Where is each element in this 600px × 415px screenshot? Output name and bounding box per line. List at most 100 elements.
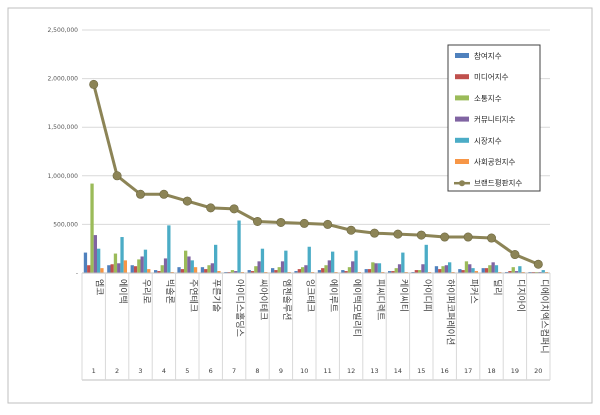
bar-3-13 [371, 262, 375, 273]
category-label: 아이디피 [421, 279, 432, 312]
rank-label: 3 [138, 367, 142, 375]
bar-1-16 [434, 266, 439, 273]
bar-5-19 [518, 266, 522, 273]
brand-index-point-12 [346, 225, 356, 235]
y-tick-label: - [76, 270, 78, 277]
category-label: 하이퍼코퍼레이션 [445, 279, 456, 345]
category-label: 에이텍모빌리티 [351, 279, 362, 337]
rank-label: 2 [115, 367, 119, 375]
bar-5-11 [331, 251, 335, 273]
legend-label: 브랜드평판지수 [474, 178, 522, 188]
brand-index-point-18 [486, 233, 496, 243]
bar-4-19 [514, 271, 519, 273]
legend-label: 사회공헌지수 [474, 158, 515, 167]
rank-label: 15 [417, 367, 425, 375]
bar-1-4 [154, 270, 158, 273]
category-label: 케이씨티 [398, 279, 409, 312]
bar-3-14 [394, 268, 398, 273]
bar-4-6 [210, 263, 214, 273]
rank-label: 13 [370, 367, 378, 375]
bar-4-16 [444, 265, 448, 273]
bar-3-12 [347, 267, 352, 273]
bar-2-11 [321, 268, 325, 273]
bar-1-14 [388, 271, 392, 273]
legend-swatch [455, 74, 469, 80]
legend-swatch [455, 159, 469, 164]
bar-2-18 [484, 268, 489, 273]
bar-6-3 [147, 269, 151, 273]
bar-1-6 [200, 267, 205, 273]
bar-3-8 [254, 266, 258, 273]
rank-label: 17 [464, 367, 472, 375]
brand-index-point-19 [510, 250, 520, 260]
legend-line-marker [459, 180, 465, 187]
bar-3-10 [301, 267, 305, 273]
category-label: 딜리 [492, 279, 504, 296]
bar-1-13 [364, 269, 368, 273]
legend-label: 소통지수 [474, 94, 502, 103]
bar-1-2 [107, 265, 111, 273]
y-tick-label: 1,000,000 [47, 173, 78, 180]
bar-4-11 [327, 260, 331, 273]
bar-3-1 [90, 183, 94, 273]
brand-index-point-20 [533, 259, 543, 269]
bar-5-6 [214, 244, 218, 273]
bar-5-5 [190, 260, 194, 273]
bar-3-9 [277, 267, 281, 273]
bar-6-6 [217, 271, 221, 273]
rank-label: 18 [487, 367, 495, 375]
bar-5-4 [167, 225, 171, 273]
bar-6-1 [100, 268, 104, 273]
bar-5-13 [377, 263, 382, 273]
rank-label: 4 [162, 367, 166, 375]
brand-index-point-8 [253, 216, 263, 226]
rank-label: 19 [511, 367, 519, 375]
brand-index-point-3 [136, 189, 146, 199]
y-tick-label: 2,500,000 [47, 27, 78, 34]
brand-index-point-6 [206, 203, 216, 213]
bar-3-15 [418, 270, 422, 273]
bar-2-5 [180, 269, 184, 273]
brand-index-point-1 [89, 79, 99, 89]
bar-3-2 [113, 253, 118, 273]
bar-3-6 [207, 265, 211, 273]
bar-2-2 [110, 264, 114, 273]
bar-2-3 [133, 266, 138, 273]
rank-label: 1 [92, 367, 96, 375]
rank-label: 11 [324, 367, 332, 375]
bar-1-17 [458, 269, 462, 273]
brand-index-point-7 [229, 204, 239, 214]
bar-2-19 [508, 271, 512, 273]
rank-label: 7 [232, 367, 236, 375]
bar-2-9 [274, 270, 278, 273]
rank-label: 5 [185, 367, 189, 375]
bar-1-12 [341, 270, 345, 273]
bar-5-3 [143, 249, 148, 273]
category-label: 아이디스홀딩스 [234, 279, 246, 337]
y-tick-label: 2,000,000 [47, 76, 78, 83]
category-label: 푸른기술 [211, 279, 222, 312]
brand-index-point-17 [463, 232, 473, 242]
bar-2-15 [414, 270, 418, 273]
bar-2-6 [204, 269, 208, 273]
bar-2-13 [367, 269, 372, 273]
category-label: 디지아이 [515, 279, 526, 312]
bar-5-7 [237, 220, 241, 273]
rank-label: 6 [209, 367, 213, 375]
bar-4-10 [304, 265, 308, 273]
bar-2-10 [297, 269, 301, 273]
brand-index-point-15 [416, 230, 426, 240]
y-tick-label: 500,000 [53, 221, 78, 228]
legend-swatch [455, 137, 469, 143]
category-label: 엠젠솔루션 [281, 279, 293, 320]
legend-swatch [455, 116, 469, 122]
bar-2-14 [391, 271, 395, 273]
bar-4-9 [280, 261, 285, 273]
bar-1-8 [247, 270, 251, 273]
bar-1-18 [481, 268, 485, 273]
bar-4-15 [421, 264, 425, 273]
bar-4-7 [234, 271, 238, 273]
bar-6-2 [123, 260, 127, 273]
